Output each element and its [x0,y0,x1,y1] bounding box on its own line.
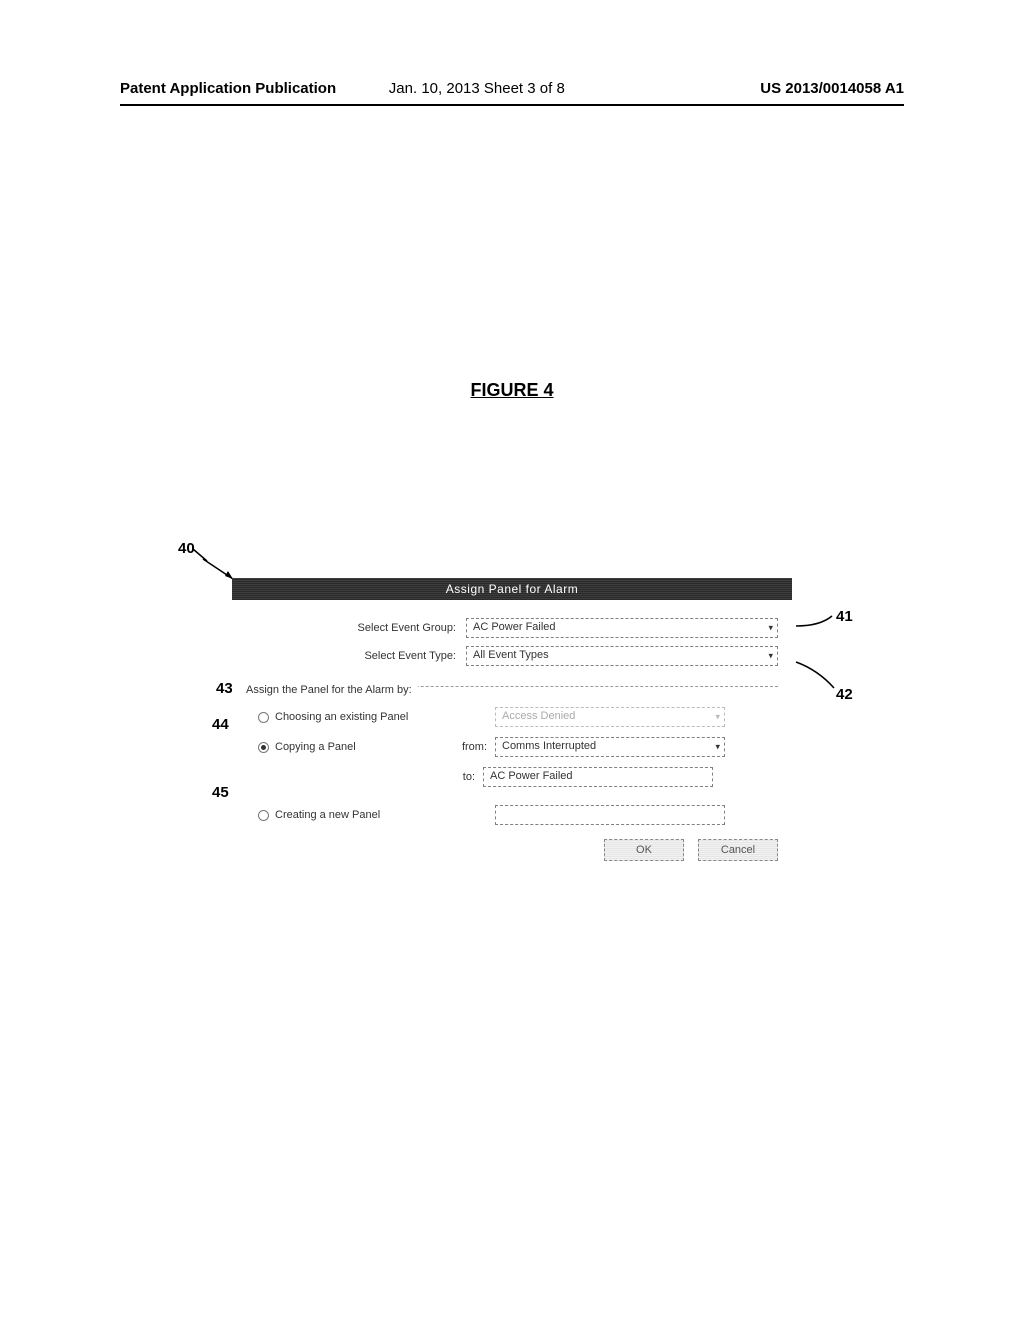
option-copy-row: Copying a Panel from: Comms Interrupted … [258,737,778,757]
option-existing-label: Choosing an existing Panel [275,711,455,723]
existing-panel-value: Access Denied [502,710,575,722]
header-left: Patent Application Publication [120,80,336,97]
callout-45: 45 [212,784,229,801]
event-type-value: All Event Types [473,649,549,661]
option-copy-to-row: to: AC Power Failed [246,767,778,787]
assign-fieldset: Assign the Panel for the Alarm by: Choos… [246,674,778,825]
new-panel-input[interactable] [495,805,725,825]
event-type-label: Select Event Type: [246,650,466,662]
callout-42: 42 [836,686,853,703]
event-group-label: Select Event Group: [246,622,466,634]
event-type-combo[interactable]: All Event Types ▾ [466,646,778,666]
event-group-value: AC Power Failed [473,621,556,633]
dialog-button-row: OK Cancel [246,839,778,861]
dialog-titlebar: Assign Panel for Alarm [232,578,792,600]
page-header: Patent Application Publication Jan. 10, … [0,80,1024,97]
chevron-down-icon: ▾ [768,651,773,662]
copy-from-combo[interactable]: Comms Interrupted ▾ [495,737,725,757]
callout-41: 41 [836,608,853,625]
figure-title: FIGURE 4 [470,380,553,401]
header-right: US 2013/0014058 A1 [760,80,904,97]
ok-label: OK [636,844,652,856]
cancel-label: Cancel [721,844,755,856]
header-rule [120,104,904,106]
fieldset-legend: Assign the Panel for the Alarm by: [246,684,418,696]
callout-41-leader [790,610,840,650]
chevron-down-icon: ▾ [715,742,720,753]
event-type-row: Select Event Type: All Event Types ▾ [246,646,778,666]
option-existing-row: Choosing an existing Panel Access Denied… [258,707,778,727]
radio-create[interactable] [258,810,269,821]
copy-to-field[interactable]: AC Power Failed [483,767,713,787]
assign-panel-dialog: Assign Panel for Alarm Select Event Grou… [232,578,792,875]
radio-copy[interactable] [258,742,269,753]
copy-from-label: from: [455,741,495,753]
event-group-combo[interactable]: AC Power Failed ▾ [466,618,778,638]
callout-40: 40 [178,540,195,557]
ok-button[interactable]: OK [604,839,684,861]
event-group-row: Select Event Group: AC Power Failed ▾ [246,618,778,638]
callout-43: 43 [216,680,233,697]
chevron-down-icon: ▾ [768,623,773,634]
callout-44: 44 [212,716,229,733]
copy-to-label: to: [443,771,483,783]
radio-existing[interactable] [258,712,269,723]
option-copy-label: Copying a Panel [275,741,455,753]
copy-from-value: Comms Interrupted [502,740,596,752]
copy-to-value: AC Power Failed [490,770,573,782]
existing-panel-combo[interactable]: Access Denied ▾ [495,707,725,727]
option-create-label: Creating a new Panel [275,809,455,821]
cancel-button[interactable]: Cancel [698,839,778,861]
header-mid: Jan. 10, 2013 Sheet 3 of 8 [389,80,565,97]
chevron-down-icon: ▾ [715,712,720,723]
dialog-body: Select Event Group: AC Power Failed ▾ Se… [232,600,792,875]
option-create-row: Creating a new Panel [258,805,778,825]
